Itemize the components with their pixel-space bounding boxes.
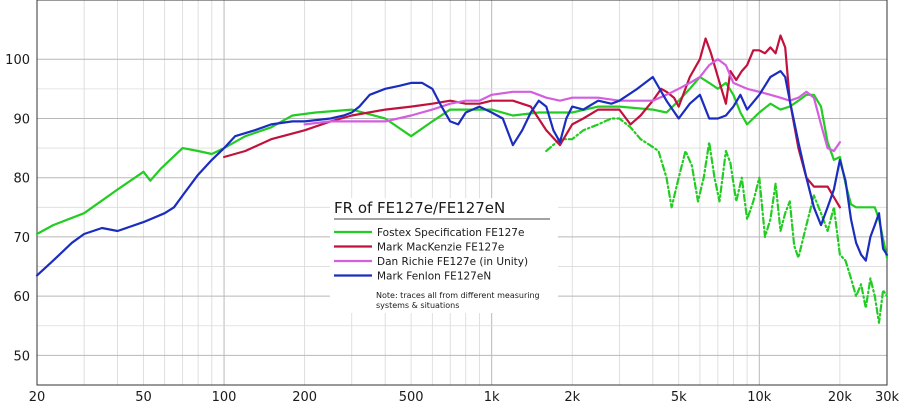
x-tick-label: 30k <box>875 390 900 405</box>
series-line-2 <box>545 117 889 324</box>
y-tick-label: 80 <box>13 172 30 187</box>
series-line-5 <box>35 70 889 277</box>
x-tick-label: 10k <box>747 390 772 405</box>
legend-note-line-2: systems & situations <box>376 301 459 310</box>
x-tick-label: 200 <box>292 390 317 405</box>
series-layer <box>35 34 889 324</box>
y-tick-label: 90 <box>13 112 30 127</box>
x-tick-label: 500 <box>399 390 424 405</box>
legend-note-line-1: Note: traces all from different measurin… <box>376 291 540 300</box>
legend-label: Mark MacKenzie FE127e <box>377 242 504 254</box>
y-tick-label: 100 <box>5 53 30 68</box>
legend-box <box>330 198 558 313</box>
y-tick-label: 50 <box>13 349 30 364</box>
plot-background <box>37 0 887 385</box>
legend: FR of FE127e/FE127eN Fostex Specificatio… <box>330 198 558 313</box>
x-tick-label: 1k <box>484 390 500 405</box>
plot-frame <box>36 0 888 386</box>
series-line-4 <box>303 58 841 153</box>
axis-ticks: 20 50 100 200 500 1k 2k 5k 10k 20k 30k 50 60 70 80 90 10… <box>5 53 899 405</box>
x-tick-label: 20k <box>828 390 853 405</box>
legend-title: FR of FE127e/FE127eN <box>334 199 505 217</box>
legend-label: Fostex Specification FE127e <box>377 227 524 239</box>
series-line-1 <box>35 75 889 259</box>
x-tick-label: 2k <box>564 390 580 405</box>
legend-label: Dan Richie FE127e (in Unity) <box>377 256 528 268</box>
x-tick-label: 50 <box>135 390 152 405</box>
y-tick-label: 60 <box>13 290 30 305</box>
grid <box>36 0 888 385</box>
x-tick-label: 100 <box>212 390 237 405</box>
x-tick-label: 5k <box>671 390 687 405</box>
series-line-3 <box>223 34 841 209</box>
y-tick-label: 70 <box>13 231 30 246</box>
legend-items: Fostex Specification FE127e Mark MacKenzi… <box>334 227 528 283</box>
x-tick-label: 20 <box>29 390 46 405</box>
legend-label: Mark Fenlon FE127eN <box>377 271 491 283</box>
